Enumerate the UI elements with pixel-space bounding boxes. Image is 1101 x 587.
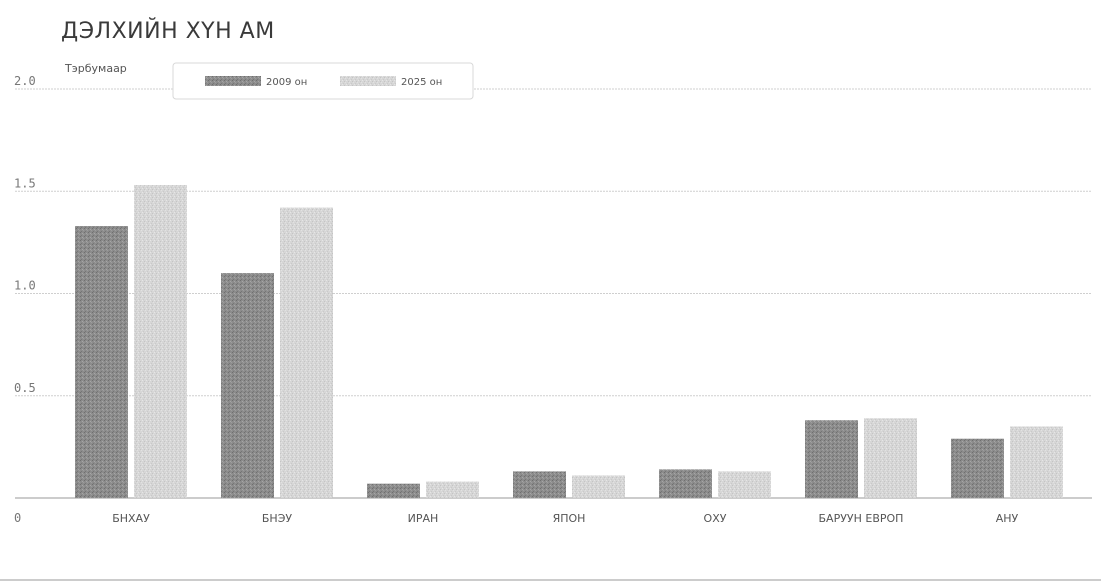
legend-label-2009: 2009 он (266, 77, 307, 88)
category-labels: БНХАУ БНЭУ ИРАН ЯПОН ОХУ БАРУУН ЕВРОП АНУ (112, 512, 1018, 525)
y-tick-label: 1.0 (14, 279, 36, 293)
bar-2025-6 (1010, 426, 1063, 498)
category-label: ЯПОН (553, 512, 586, 525)
bar-2009-5 (805, 420, 858, 498)
y-tick-label: 2.0 (14, 74, 36, 88)
category-label: БНХАУ (112, 512, 150, 525)
bar-2009-2 (367, 483, 420, 498)
bar-2025-2 (426, 481, 479, 498)
legend-swatch-2025 (340, 76, 396, 86)
bar-2025-4 (718, 471, 771, 498)
bar-2009-3 (513, 471, 566, 498)
chart-title: ДЭЛХИЙН ХҮН АМ (61, 18, 275, 44)
category-label: БАРУУН ЕВРОП (819, 512, 904, 525)
legend-swatch-2009 (205, 76, 261, 86)
y-tick-label: 1.5 (14, 176, 36, 190)
legend: 2009 он 2025 он (172, 62, 474, 100)
y-axis-unit-label: Тэрбумаар (64, 62, 127, 75)
bar-2025-0 (134, 185, 187, 499)
bars (75, 185, 1063, 499)
y-tick-label: 0.5 (14, 381, 36, 395)
bar-2009-0 (75, 226, 128, 498)
category-label: АНУ (996, 512, 1019, 525)
bar-2025-1 (280, 207, 333, 499)
legend-box (172, 62, 474, 100)
y-tick-label: 0 (14, 511, 21, 525)
category-label: ИРАН (408, 512, 439, 525)
category-label: ОХУ (704, 512, 727, 525)
bar-2009-6 (951, 438, 1004, 498)
bar-2025-5 (864, 418, 917, 498)
y-tick-labels: 0 0.5 1.0 1.5 2.0 (14, 74, 36, 525)
bar-2009-4 (659, 469, 712, 498)
legend-label-2025: 2025 он (401, 77, 442, 88)
bar-2009-1 (221, 273, 274, 498)
category-label: БНЭУ (262, 512, 292, 525)
bar-2025-3 (572, 475, 625, 498)
